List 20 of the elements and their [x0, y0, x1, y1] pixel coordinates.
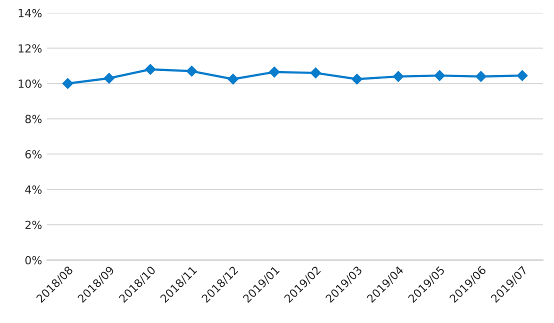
y-tick-label: 14%: [18, 8, 42, 18]
y-tick-label: 12%: [18, 44, 42, 53]
y-tick-label: 0%: [25, 256, 42, 264]
y-tick-label: 6%: [25, 150, 42, 158]
point: [434, 70, 446, 82]
point: [186, 66, 198, 77]
point: [144, 64, 156, 75]
point: [62, 78, 74, 89]
point: [104, 72, 114, 84]
point: [310, 68, 322, 78]
point: [516, 70, 528, 82]
point: [352, 74, 362, 85]
y-tick-label: 10%: [18, 79, 42, 88]
y-tick-label: 4%: [25, 185, 42, 194]
y-tick-label: 8%: [25, 114, 42, 124]
point: [228, 74, 238, 85]
y-tick-label: 2%: [25, 220, 42, 230]
point: [268, 66, 280, 78]
point: [476, 71, 486, 82]
point: [392, 71, 404, 82]
